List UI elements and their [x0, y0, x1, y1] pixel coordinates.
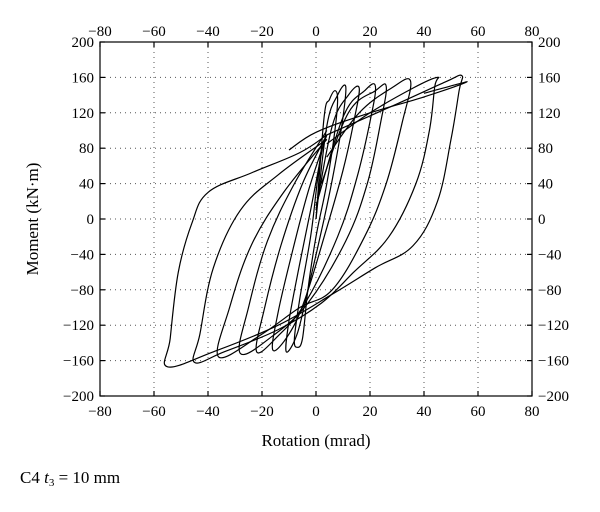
hysteresis-chart: −80−80−60−60−40−40−20−200020204040606080… [23, 24, 569, 450]
x-tick-label-bottom: −60 [142, 404, 165, 420]
y-tick-label-left: −200 [63, 389, 94, 405]
y-tick-label-left: 0 [87, 212, 95, 228]
y-tick-label-left: 80 [79, 141, 94, 157]
hysteresis-loop [192, 76, 440, 364]
hysteresis-loops [163, 74, 468, 368]
x-tick-label-bottom: −40 [196, 404, 219, 420]
tick-labels: −80−80−60−60−40−40−20−200020204040606080… [63, 24, 569, 420]
x-tick-label-top: −40 [196, 24, 219, 40]
x-tick-label-bottom: 80 [525, 404, 540, 420]
hysteresis-loop [285, 84, 347, 353]
x-tick-label-bottom: 60 [471, 404, 486, 420]
caption-prefix: C4 [20, 468, 45, 487]
x-tick-label-top: 20 [363, 24, 378, 40]
hysteresis-loop [288, 81, 468, 151]
ticks [99, 41, 533, 397]
y-tick-label-left: −40 [71, 247, 94, 263]
x-tick-label-top: 40 [417, 24, 432, 40]
y-tick-label-right: −160 [538, 354, 569, 370]
y-tick-label-right: 80 [538, 141, 553, 157]
caption-suffix: = 10 mm [54, 468, 121, 487]
x-tick-label-top: 60 [471, 24, 486, 40]
y-tick-label-left: −120 [63, 318, 94, 334]
chart-container: −80 −80 −60 −60 −40 −40 −20 −20 0 0 20 20 40 40 60 60 80… [23, 24, 569, 450]
x-tick-label-bottom: −80 [88, 404, 111, 420]
y-tick-label-right: −80 [538, 283, 561, 299]
hysteresis-loop [255, 83, 377, 354]
y-tick-label-right: 40 [538, 177, 553, 193]
hysteresis-loop [293, 90, 339, 348]
y-tick-label-left: 120 [72, 106, 95, 122]
x-tick-label-top: 0 [312, 24, 320, 40]
x-tick-label-top: −60 [142, 24, 165, 40]
caption-subscript: 3 [48, 477, 55, 489]
y-tick-label-right: 160 [538, 70, 561, 86]
hysteresis-loop [163, 74, 464, 368]
y-tick-label-right: 200 [538, 35, 561, 51]
x-axis-title: Rotation (mrad) [261, 431, 370, 450]
y-tick-label-right: 0 [538, 212, 546, 228]
y-tick-label-left: −80 [71, 283, 94, 299]
hysteresis-loop [216, 78, 412, 359]
y-tick-label-right: −120 [538, 318, 569, 334]
x-tick-label-bottom: 0 [312, 404, 320, 420]
x-tick-label-top: −20 [250, 24, 273, 40]
y-tick-label-right: −40 [538, 247, 561, 263]
y-tick-label-left: 160 [72, 70, 95, 86]
caption-variable: t [44, 468, 49, 487]
x-tick-label-bottom: 20 [363, 404, 378, 420]
figure-caption: C4 t3 = 10 mm [20, 468, 120, 489]
y-tick-label-left: −160 [63, 354, 94, 370]
y-tick-label-right: −200 [538, 389, 569, 405]
x-tick-label-bottom: −20 [250, 404, 273, 420]
y-tick-label-left: 40 [79, 177, 94, 193]
hysteresis-loop [271, 85, 360, 352]
hysteresis-loop [238, 83, 387, 356]
x-tick-label-top: −80 [88, 24, 111, 40]
x-tick-label-top: 80 [525, 24, 540, 40]
y-axis-title: Moment (kN·m) [23, 163, 42, 276]
x-tick-label-bottom: 40 [417, 404, 432, 420]
y-tick-label-left: 200 [72, 35, 95, 51]
y-tick-label-right: 120 [538, 106, 561, 122]
